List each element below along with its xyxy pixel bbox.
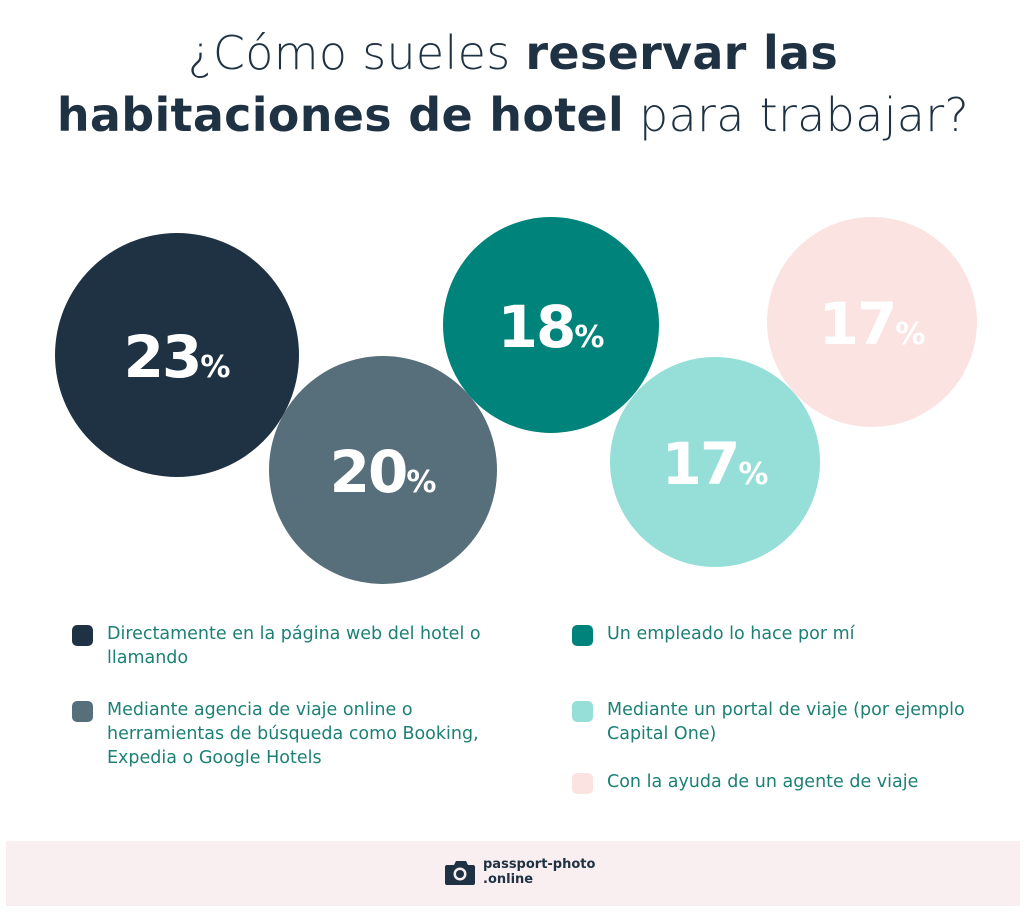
bubble-direct bbox=[55, 233, 299, 477]
camera-icon bbox=[445, 861, 475, 885]
title-line-1: ¿Cómo sueles reservar las bbox=[0, 22, 1026, 84]
legend-label-travel-agent: Con la ayuda de un agente de viaje bbox=[607, 772, 919, 792]
logo-line-2: .online bbox=[483, 872, 534, 887]
title-line2-light: para trabajar? bbox=[624, 88, 970, 142]
legend-swatch-travel-portal bbox=[572, 701, 593, 722]
brand-logo-text: passport-photo .online bbox=[483, 857, 595, 887]
logo-line-1: passport-photo bbox=[483, 857, 596, 872]
title-line-2: habitaciones de hotel para trabajar? bbox=[0, 84, 1026, 146]
bubble-value-travel-agent: 17% bbox=[819, 290, 926, 358]
legend-label-direct: Directamente en la página web del hotel … bbox=[107, 624, 481, 668]
title-line2-bold: habitaciones de hotel bbox=[56, 88, 625, 142]
bubble-value-travel-portal: 17% bbox=[662, 430, 769, 498]
bubble-employee bbox=[443, 217, 659, 433]
legend-label-travel-portal: Mediante un portal de viaje (por ejemplo… bbox=[607, 700, 965, 744]
footer: passport-photo .online bbox=[6, 841, 1020, 906]
legend-label-employee: Un empleado lo hace por mí bbox=[607, 624, 855, 644]
chart-title: ¿Cómo sueles reservar las habitaciones d… bbox=[0, 22, 1026, 146]
legend-swatch-travel-agent bbox=[572, 773, 593, 794]
legend-swatch-employee bbox=[572, 625, 593, 646]
legend-swatch-online-agency bbox=[72, 701, 93, 722]
legend-swatch-direct bbox=[72, 625, 93, 646]
title-line1-bold: reservar las bbox=[525, 26, 839, 80]
bubble-value-online-agency: 20% bbox=[330, 438, 437, 506]
bubble-online-agency bbox=[269, 356, 497, 584]
bubble-value-direct: 23% bbox=[124, 323, 231, 391]
bubble-chart: 23% 20% 18% 17% 17% bbox=[55, 217, 977, 584]
legend-label-online-agency: Mediante agencia de viaje online o herra… bbox=[107, 700, 479, 768]
bubble-travel-agent bbox=[767, 217, 977, 427]
bubble-travel-portal bbox=[610, 357, 820, 567]
bubble-value-employee: 18% bbox=[498, 293, 605, 361]
title-line1-light: ¿Cómo sueles bbox=[187, 26, 526, 80]
